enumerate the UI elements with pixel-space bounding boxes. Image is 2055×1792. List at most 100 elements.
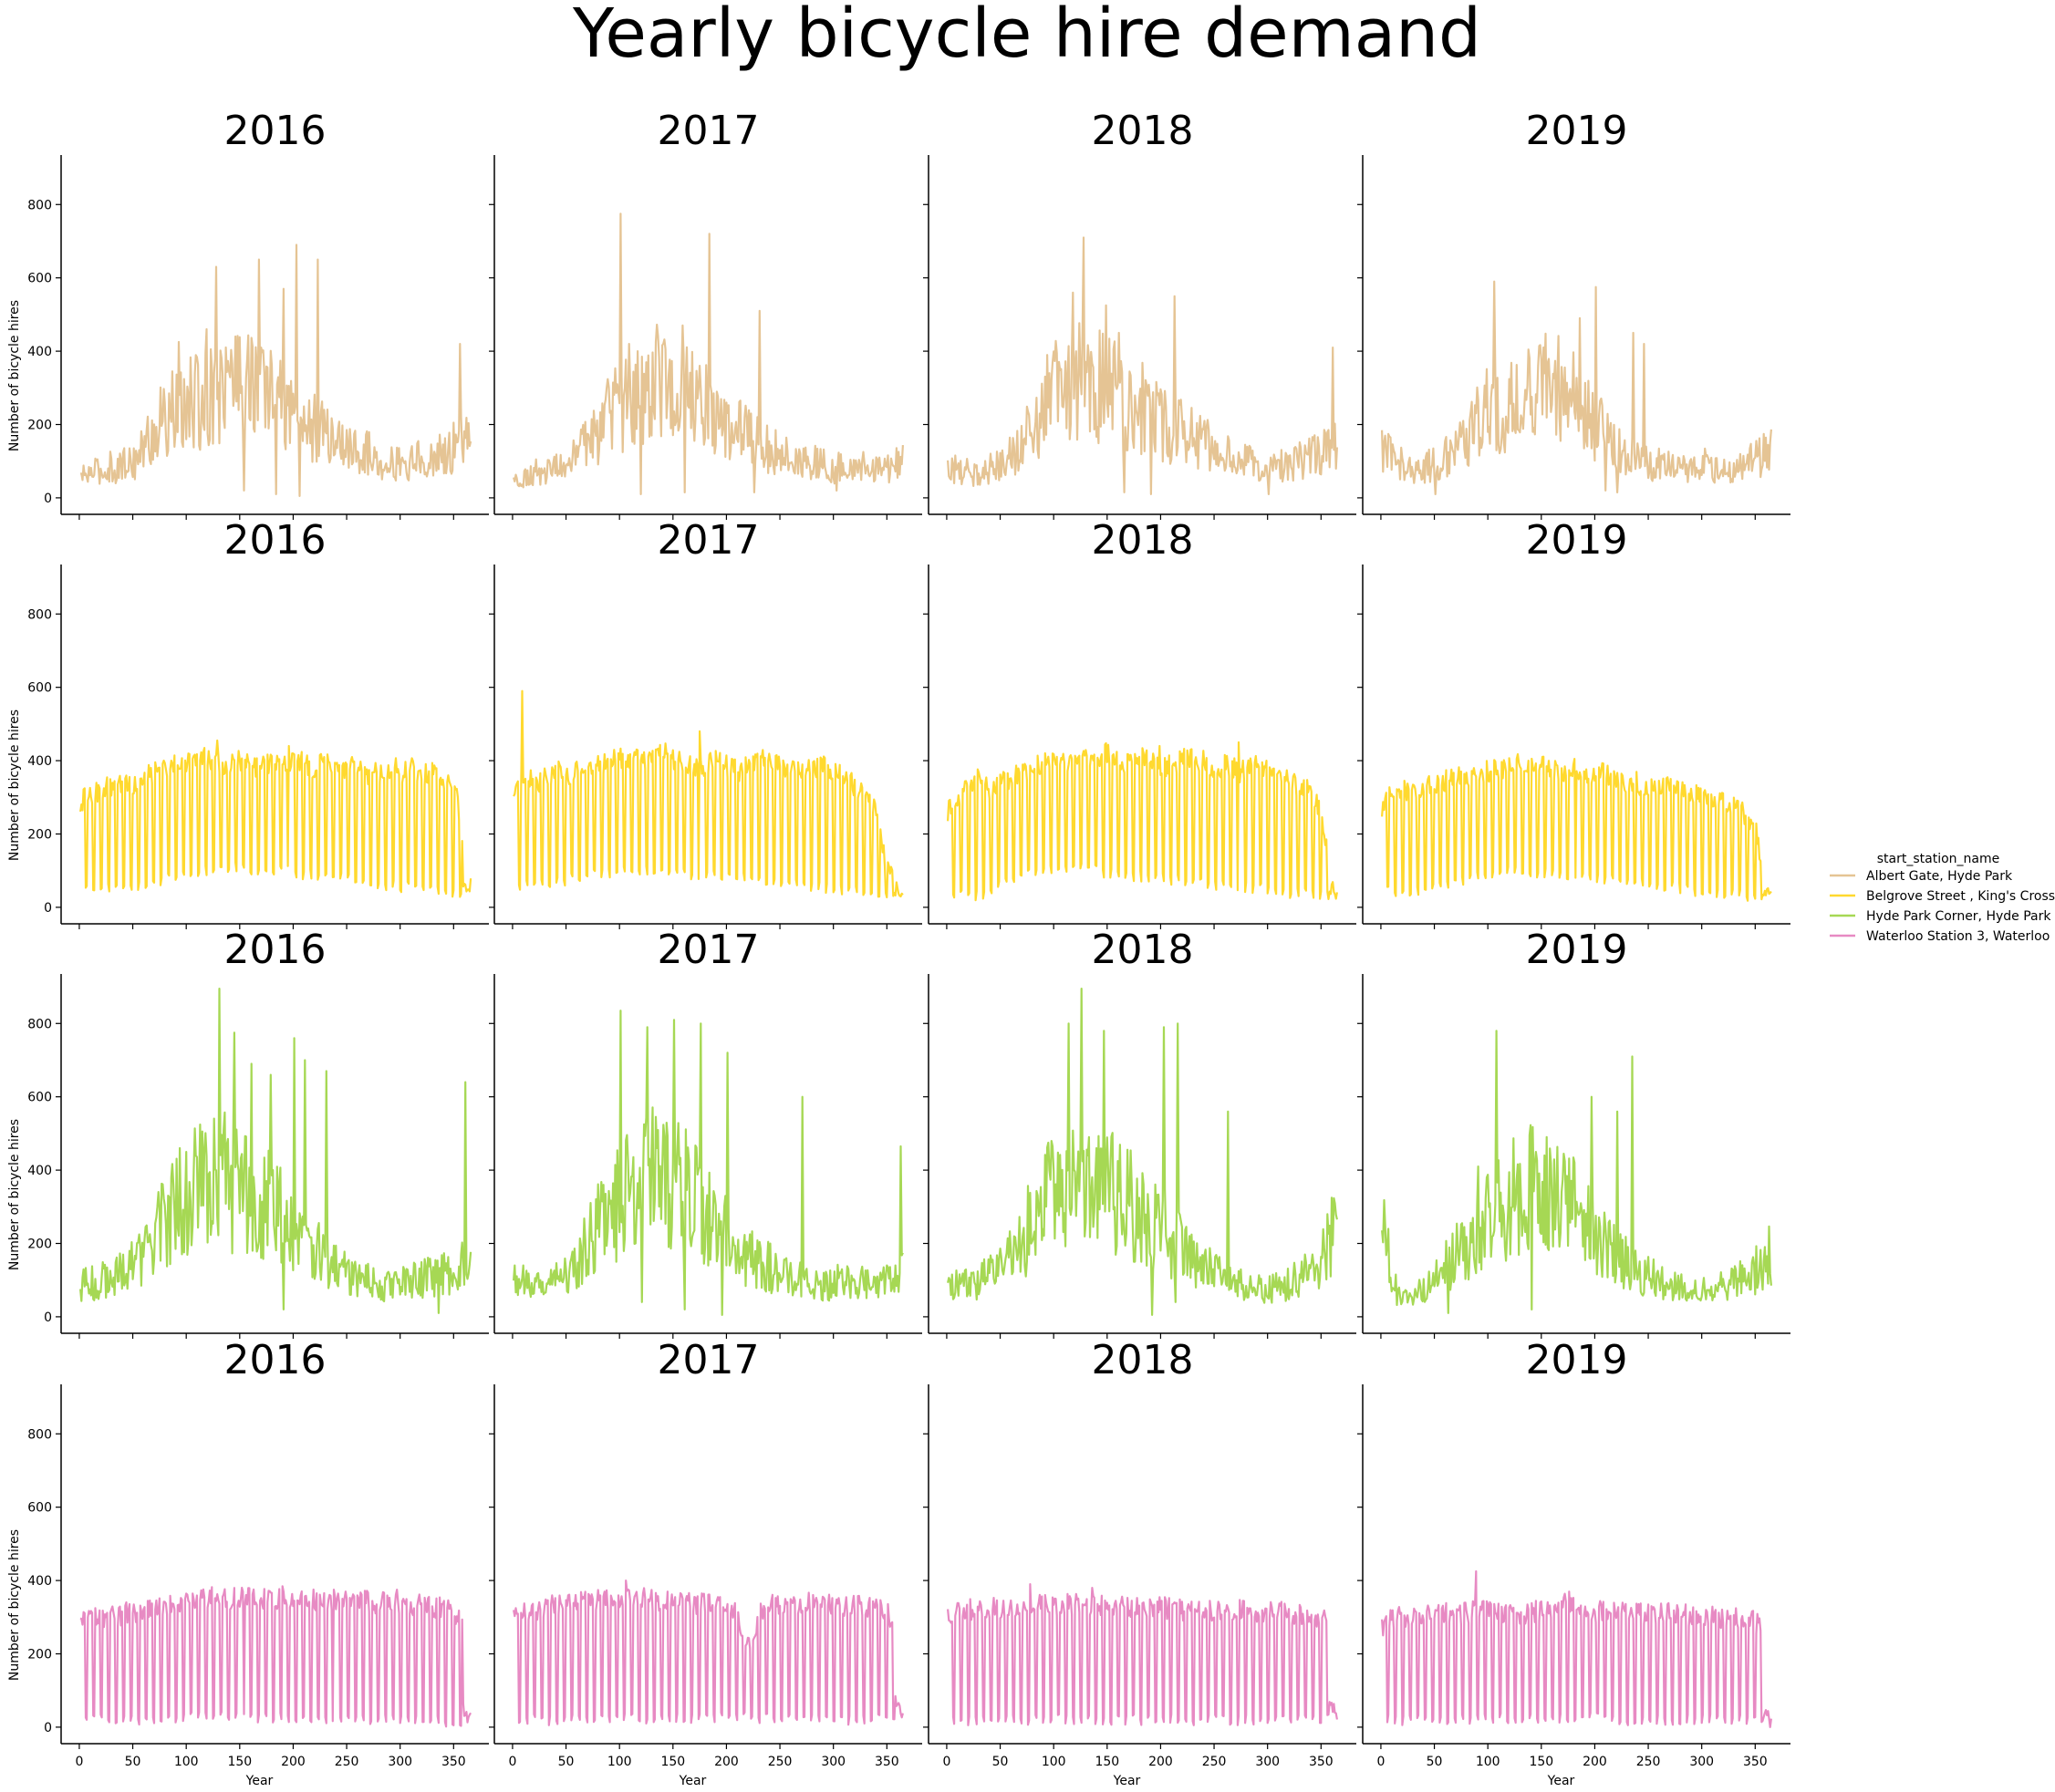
series-line-2018: [947, 236, 1338, 496]
x-tick-label: 250: [335, 1755, 359, 1769]
panel-title: 2018: [1092, 108, 1194, 154]
y-tick-label: 600: [27, 1501, 52, 1516]
x-tick-label: 300: [821, 1755, 846, 1769]
y-tick-label: 400: [27, 1164, 52, 1178]
legend-label: Albert Gate, Hyde Park: [1866, 869, 2013, 884]
panel-title: 2017: [658, 927, 760, 973]
x-tick-label: 200: [714, 1755, 739, 1769]
y-tick-label: 200: [27, 1648, 52, 1663]
panel-title: 2018: [1092, 517, 1194, 564]
x-tick-label: 0: [942, 1755, 950, 1769]
panel-waterloo-station-3-2016: 2016 0 200 400 600 800 0 50 100 150 200 250 300 350 Nu…: [7, 1337, 489, 1788]
series-line-2019: [1381, 1569, 1772, 1729]
x-tick-label: 100: [1476, 1755, 1500, 1769]
panel-title: 2016: [224, 1337, 327, 1383]
x-tick-label: 250: [768, 1755, 793, 1769]
panel-hyde-park-corner-2017: 2017: [489, 927, 922, 1339]
legend-item: Waterloo Station 3, Waterloo: [1830, 929, 2050, 944]
x-tick-label: 300: [388, 1755, 412, 1769]
x-tick-label: 150: [660, 1755, 685, 1769]
panel-belgrove-street--2019: 2019: [1357, 517, 1790, 929]
series-line-2017: [513, 212, 904, 496]
x-tick-label: 50: [1427, 1755, 1443, 1769]
panel-hyde-park-corner-2018: 2018: [923, 927, 1356, 1339]
panel-belgrove-street--2016: 2016 0 200 400 600 800 Number of bicycle hires: [7, 517, 489, 929]
panel-title: 2019: [1526, 927, 1628, 973]
y-axis-label: Number of bicycle hires: [7, 300, 22, 451]
panel-title: 2019: [1526, 108, 1628, 154]
series-line-2019: [1381, 1030, 1772, 1315]
panel-title: 2019: [1526, 517, 1628, 564]
x-tick-label: 100: [174, 1755, 199, 1769]
x-tick-label: 300: [1689, 1755, 1714, 1769]
panel-grid: 2016 0 200 400 600 800 Number of bicycle hires…: [7, 108, 1790, 1788]
x-axis-label: Year: [245, 1774, 274, 1788]
legend-label: Belgrove Street , King's Cross: [1866, 889, 2055, 904]
series-line-2019: [1381, 752, 1772, 902]
y-tick-label: 400: [27, 1574, 52, 1589]
x-tick-label: 0: [1376, 1755, 1385, 1769]
panel-title: 2016: [224, 517, 327, 564]
y-tick-label: 0: [44, 901, 52, 916]
y-tick-label: 200: [27, 828, 52, 843]
x-tick-label: 50: [125, 1755, 141, 1769]
panel-belgrove-street--2017: 2017: [489, 517, 922, 929]
panel-title: 2017: [658, 108, 760, 154]
series-line-2016: [79, 1585, 472, 1728]
series-line-2018: [947, 1582, 1338, 1726]
y-tick-label: 600: [27, 1091, 52, 1105]
x-tick-label: 100: [607, 1755, 632, 1769]
panel-albert-gate-2017: 2017: [489, 108, 922, 520]
legend-title: start_station_name: [1877, 852, 2000, 866]
y-axis-label: Number of bicycle hires: [7, 1119, 22, 1270]
y-tick-label: 400: [27, 754, 52, 769]
legend-item: Belgrove Street , King's Cross: [1830, 889, 2055, 904]
chart-title: Yearly bicycle hire demand: [572, 0, 1481, 73]
x-tick-label: 350: [875, 1755, 899, 1769]
x-axis-label: Year: [1547, 1774, 1575, 1788]
y-tick-label: 200: [27, 419, 52, 433]
x-axis-label: Year: [679, 1774, 707, 1788]
legend-item: Albert Gate, Hyde Park: [1830, 869, 2013, 884]
panel-hyde-park-corner-2016: 2016 0 200 400 600 800 Number of bicycle hires: [7, 927, 489, 1339]
legend-label: Waterloo Station 3, Waterloo: [1866, 929, 2050, 944]
series-line-2017: [513, 1010, 904, 1317]
y-tick-label: 0: [44, 1721, 52, 1735]
y-tick-label: 0: [44, 1310, 52, 1325]
legend-item: Hyde Park Corner, Hyde Park: [1830, 909, 2051, 924]
series-line-2016: [80, 243, 472, 498]
series-line-2017: [513, 689, 904, 899]
x-tick-label: 150: [227, 1755, 252, 1769]
x-tick-label: 300: [1255, 1755, 1280, 1769]
series-line-2016: [79, 739, 472, 898]
x-tick-label: 100: [1042, 1755, 1066, 1769]
panel-waterloo-station-3-2017: 2017 0 50 100 150 200 250 300 350 Year: [489, 1337, 922, 1788]
series-line-2019: [1381, 280, 1772, 496]
panel-belgrove-street--2018: 2018: [923, 517, 1356, 929]
x-axis-label: Year: [1113, 1774, 1141, 1788]
y-axis-label: Number of bicycle hires: [7, 710, 22, 861]
panel-title: 2018: [1092, 927, 1194, 973]
y-tick-label: 800: [27, 198, 52, 212]
x-tick-label: 200: [281, 1755, 306, 1769]
y-tick-label: 600: [27, 681, 52, 696]
x-tick-label: 0: [508, 1755, 516, 1769]
x-tick-label: 250: [1202, 1755, 1227, 1769]
x-tick-label: 350: [1309, 1755, 1334, 1769]
x-tick-label: 150: [1529, 1755, 1553, 1769]
series-line-2016: [79, 987, 472, 1315]
y-tick-label: 200: [27, 1238, 52, 1252]
legend: start_station_name Albert Gate, Hyde Par…: [1830, 852, 2055, 944]
x-tick-label: 250: [1636, 1755, 1661, 1769]
x-tick-label: 50: [558, 1755, 575, 1769]
panel-title: 2016: [224, 108, 327, 154]
y-tick-label: 800: [27, 607, 52, 622]
panel-albert-gate-2019: 2019: [1357, 108, 1790, 520]
legend-label: Hyde Park Corner, Hyde Park: [1866, 909, 2051, 924]
panel-hyde-park-corner-2019: 2019: [1357, 927, 1790, 1339]
y-tick-label: 800: [27, 1017, 52, 1031]
x-tick-label: 350: [441, 1755, 466, 1769]
panel-albert-gate-2016: 2016 0 200 400 600 800 Number of bicycle hires: [7, 108, 489, 520]
x-tick-label: 50: [992, 1755, 1009, 1769]
